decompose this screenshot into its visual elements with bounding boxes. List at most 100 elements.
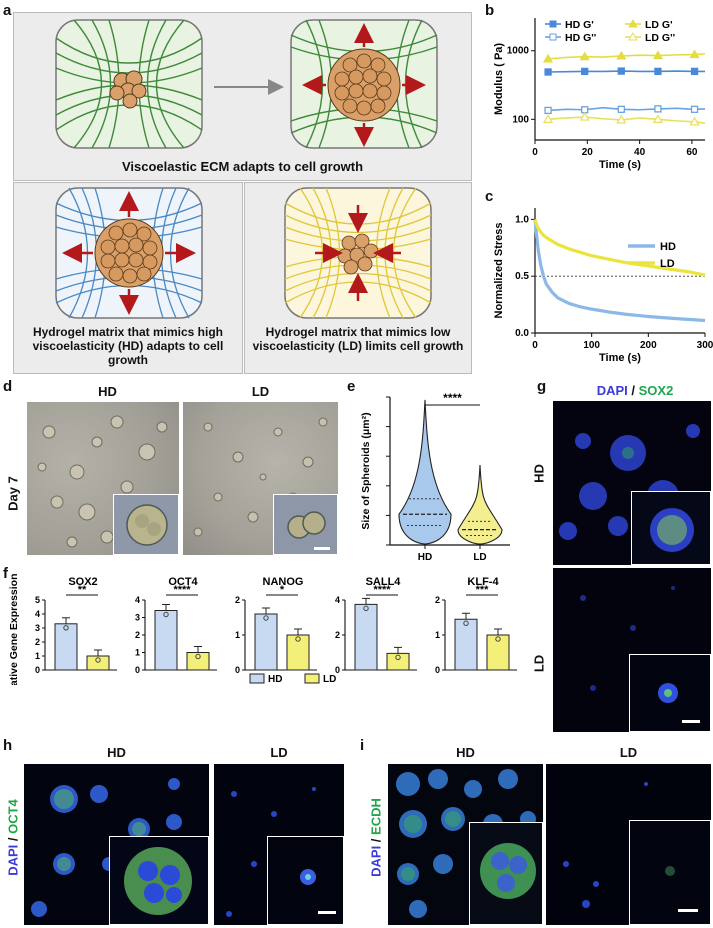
f-bar <box>254 613 278 671</box>
d-scale-bar <box>314 547 330 550</box>
f-y-tick-label: 1 <box>435 630 440 640</box>
b-x-label: Time (s) <box>599 159 641 171</box>
f-gene-title: NANOG <box>263 576 304 588</box>
panel-i-title-ld: LD <box>619 745 638 760</box>
g-fluor-hd <box>553 401 711 565</box>
b-series-line <box>548 70 705 73</box>
b-point <box>617 105 625 113</box>
i-fluor-ld <box>546 764 711 925</box>
panel-label-b: b <box>485 2 495 19</box>
panel-a-ld-caption: Hydrogel matrix that mimics low viscoela… <box>252 325 464 353</box>
b-point <box>689 49 700 59</box>
f-y-tick-label: 3 <box>35 623 40 633</box>
f-point <box>295 636 301 642</box>
g-sep-text: / <box>627 383 639 398</box>
c-legend-label: HD <box>660 241 676 253</box>
d-brightfield-hd <box>27 402 179 555</box>
panel-label-h: h <box>3 737 13 754</box>
f-legend-label: HD <box>268 674 282 685</box>
e-sig-label: **** <box>443 391 462 405</box>
panel-a-hd-box: Hydrogel matrix that mimics high viscoel… <box>13 182 243 374</box>
panel-d-day-label: Day 7 <box>5 476 21 511</box>
i-inset-ld <box>629 820 711 925</box>
d-inset-ld <box>273 494 338 555</box>
g-row-hd: HD <box>531 464 547 483</box>
f-y-tick-label: 0 <box>235 665 240 675</box>
f-gene-title: SOX2 <box>68 576 97 588</box>
b-point <box>544 106 552 115</box>
i-scale-bar <box>678 909 698 912</box>
b-x-tick-label: 20 <box>582 147 594 158</box>
b-series-line <box>548 53 706 60</box>
f-sig-label: ** <box>78 584 87 596</box>
f-bar <box>454 618 478 671</box>
f-y-tick-label: 4 <box>135 595 140 605</box>
b-legend-marker <box>628 31 638 41</box>
f-y-tick-label: 1 <box>235 630 240 640</box>
f-point <box>163 611 169 618</box>
e-violin <box>457 465 503 545</box>
panel-d-title-hd: HD <box>98 384 117 399</box>
f-sig-label: **** <box>373 584 391 596</box>
i-stain-label: DAPI / ECDH <box>369 788 384 888</box>
b-point <box>654 67 662 76</box>
f-y-tick-label: 5 <box>35 595 40 605</box>
g-row-ld-wrap: LD <box>526 650 552 680</box>
ecm-growth-illustration <box>55 19 438 149</box>
b-x-tick-label: 60 <box>686 147 698 158</box>
c-x-tick-label: 300 <box>697 340 713 351</box>
f-point <box>195 653 201 660</box>
c-x-tick-label: 100 <box>583 340 600 351</box>
f-y-tick-label: 2 <box>335 630 340 640</box>
f-bar <box>354 603 378 671</box>
h-scale-bar <box>318 911 336 914</box>
f-legend-swatch <box>304 673 320 684</box>
f-point <box>263 615 269 621</box>
panel-h-title-ld: LD <box>270 745 288 760</box>
f-y-tick-label: 1 <box>135 648 140 658</box>
b-legend-marker <box>628 18 638 28</box>
f-sig-label: **** <box>173 584 191 596</box>
panel-label-f: f <box>3 565 8 582</box>
b-legend-marker <box>549 20 557 28</box>
f-sig-label: *** <box>476 584 490 596</box>
panel-label-a: a <box>3 2 12 19</box>
panel-a-ld-box: Hydrogel matrix that mimics low viscoela… <box>244 182 472 374</box>
b-point <box>616 50 627 60</box>
f-gene-title: SALL4 <box>366 576 402 588</box>
chart-f-gene-expression: Relative Gene Expression SOX2 0 1 2 3 4 5 ** OCT4… <box>8 574 517 685</box>
d-brightfield-ld <box>183 402 338 555</box>
e-x-tick-label: HD <box>418 552 432 563</box>
f-point <box>363 605 369 612</box>
panel-label-e: e <box>347 378 356 395</box>
i-dapi-text: DAPI <box>368 845 384 877</box>
b-point <box>616 114 627 124</box>
f-point <box>395 654 401 661</box>
g-row-hd-wrap: HD <box>526 460 552 490</box>
b-x-tick-label: 0 <box>532 147 538 158</box>
b-legend-label: LD G' <box>645 19 673 31</box>
f-bar <box>154 610 178 671</box>
f-y-tick-label: 2 <box>435 595 440 605</box>
h-oct4-text: OCT4 <box>5 799 21 834</box>
e-y-label: Size of Spheroids (μm²) <box>360 412 372 529</box>
f-point <box>495 636 501 642</box>
f-legend-swatch <box>249 673 265 684</box>
b-series-line <box>548 106 706 112</box>
g-scale-bar <box>682 720 700 723</box>
f-y-tick-label: 2 <box>35 637 40 647</box>
f-y-tick-label: 0 <box>135 665 140 675</box>
f-point <box>95 657 101 663</box>
chart-e-violin: Size of Spheroids (μm²) HD LD **** <box>360 391 510 563</box>
f-bar <box>286 634 310 671</box>
f-bar <box>486 634 510 671</box>
c-series-line <box>533 219 706 323</box>
panel-h-title-hd: HD <box>107 745 126 760</box>
b-point <box>617 67 625 75</box>
f-bar <box>386 652 410 671</box>
f-y-label: Relative Gene Expression <box>8 574 20 685</box>
panel-label-c: c <box>485 188 494 205</box>
chart-c-stress: 0 100 200 300 0.0 0.5 1.0 Time (s) Normalized St… <box>493 208 713 364</box>
panel-g-stain-label: DAPI / SOX2 <box>555 383 713 398</box>
hd-hydrogel-illustration <box>55 187 203 319</box>
